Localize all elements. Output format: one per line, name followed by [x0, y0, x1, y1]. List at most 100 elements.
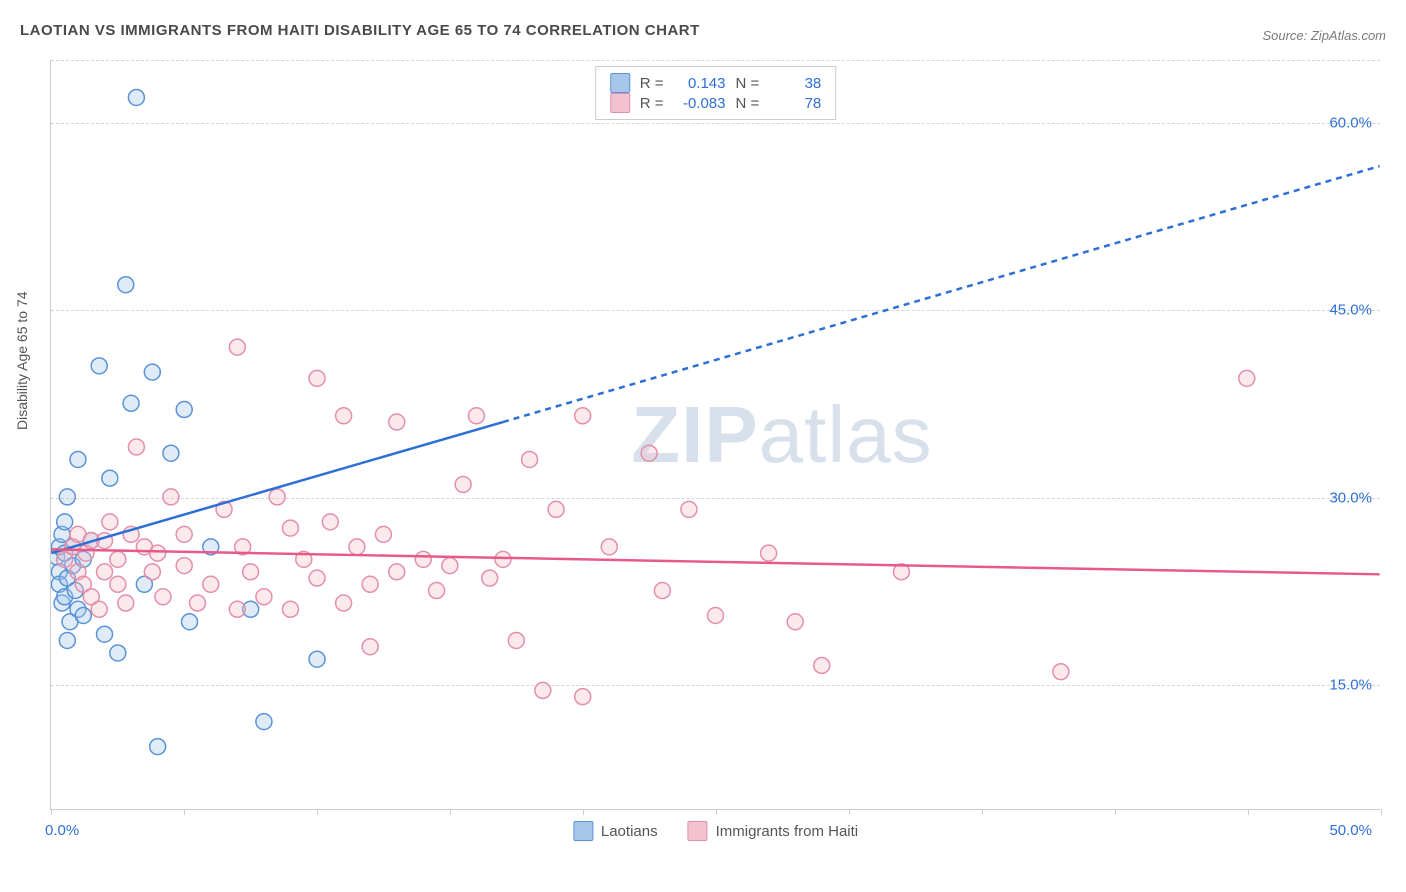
legend-item-1: Immigrants from Haiti — [688, 821, 859, 841]
legend-label-0: Laotians — [601, 823, 658, 840]
chart-svg — [51, 60, 1380, 809]
data-point — [375, 526, 391, 542]
data-point — [97, 564, 113, 580]
data-point — [681, 501, 697, 517]
data-point — [601, 539, 617, 555]
data-point — [575, 689, 591, 705]
stats-r-label-0: R = — [640, 75, 664, 92]
source-attribution: Source: ZipAtlas.com — [1262, 28, 1386, 43]
stats-n-value-0: 38 — [769, 75, 821, 92]
stats-n-label-1: N = — [736, 95, 760, 112]
data-point — [97, 626, 113, 642]
data-point — [535, 682, 551, 698]
data-point — [309, 570, 325, 586]
data-point — [548, 501, 564, 517]
data-point — [641, 445, 657, 461]
x-tick-mark — [1381, 809, 1382, 815]
data-point — [256, 714, 272, 730]
x-tick-mark — [51, 809, 52, 815]
stats-n-label-0: N = — [736, 75, 760, 92]
data-point — [118, 277, 134, 293]
data-point — [144, 564, 160, 580]
x-tick-mark — [583, 809, 584, 815]
legend-swatch-0 — [573, 821, 593, 841]
plot-area: ZIPatlas R = 0.143 N = 38 R = -0.083 N =… — [50, 60, 1380, 810]
data-point — [282, 520, 298, 536]
data-point — [57, 514, 73, 530]
stats-row-0: R = 0.143 N = 38 — [610, 73, 822, 93]
data-point — [176, 402, 192, 418]
data-point — [91, 601, 107, 617]
data-point — [415, 551, 431, 567]
data-point — [508, 632, 524, 648]
data-point — [787, 614, 803, 630]
legend-swatch-1 — [688, 821, 708, 841]
data-point — [309, 651, 325, 667]
stats-r-value-1: -0.083 — [674, 95, 726, 112]
data-point — [163, 489, 179, 505]
chart-title: LAOTIAN VS IMMIGRANTS FROM HAITI DISABIL… — [20, 22, 700, 39]
data-point — [190, 595, 206, 611]
x-axis-min-label: 0.0% — [45, 822, 79, 839]
data-point — [59, 489, 75, 505]
stats-legend-box: R = 0.143 N = 38 R = -0.083 N = 78 — [595, 66, 837, 120]
legend-item-0: Laotians — [573, 821, 658, 841]
data-point — [110, 551, 126, 567]
data-point — [468, 408, 484, 424]
data-point — [442, 558, 458, 574]
data-point — [708, 608, 724, 624]
data-point — [1053, 664, 1069, 680]
data-point — [429, 583, 445, 599]
data-point — [336, 408, 352, 424]
data-point — [362, 639, 378, 655]
data-point — [761, 545, 777, 561]
x-tick-mark — [982, 809, 983, 815]
data-point — [203, 576, 219, 592]
data-point — [349, 539, 365, 555]
data-point — [176, 526, 192, 542]
data-point — [59, 632, 75, 648]
data-point — [128, 89, 144, 105]
data-point — [389, 414, 405, 430]
stats-swatch-0 — [610, 73, 630, 93]
data-point — [91, 358, 107, 374]
x-tick-mark — [1248, 809, 1249, 815]
data-point — [123, 395, 139, 411]
data-point — [482, 570, 498, 586]
data-point — [155, 589, 171, 605]
data-point — [495, 551, 511, 567]
data-point — [322, 514, 338, 530]
data-point — [282, 601, 298, 617]
data-point — [336, 595, 352, 611]
x-tick-mark — [849, 809, 850, 815]
data-point — [163, 445, 179, 461]
x-axis-max-label: 50.0% — [1329, 822, 1372, 839]
data-point — [269, 489, 285, 505]
x-tick-mark — [450, 809, 451, 815]
data-point — [102, 514, 118, 530]
data-point — [128, 439, 144, 455]
data-point — [362, 576, 378, 592]
data-point — [75, 608, 91, 624]
data-point — [110, 576, 126, 592]
x-tick-mark — [317, 809, 318, 815]
stats-r-label-1: R = — [640, 95, 664, 112]
x-tick-mark — [184, 809, 185, 815]
x-tick-mark — [1115, 809, 1116, 815]
bottom-legend: Laotians Immigrants from Haiti — [573, 821, 858, 841]
data-point — [243, 564, 259, 580]
data-point — [182, 614, 198, 630]
data-point — [309, 370, 325, 386]
data-point — [229, 601, 245, 617]
data-point — [110, 645, 126, 661]
data-point — [256, 589, 272, 605]
data-point — [229, 339, 245, 355]
data-point — [575, 408, 591, 424]
data-point — [814, 657, 830, 673]
trend-line-solid — [51, 422, 503, 553]
data-point — [70, 451, 86, 467]
data-point — [102, 470, 118, 486]
stats-r-value-0: 0.143 — [674, 75, 726, 92]
data-point — [1239, 370, 1255, 386]
legend-label-1: Immigrants from Haiti — [716, 823, 859, 840]
